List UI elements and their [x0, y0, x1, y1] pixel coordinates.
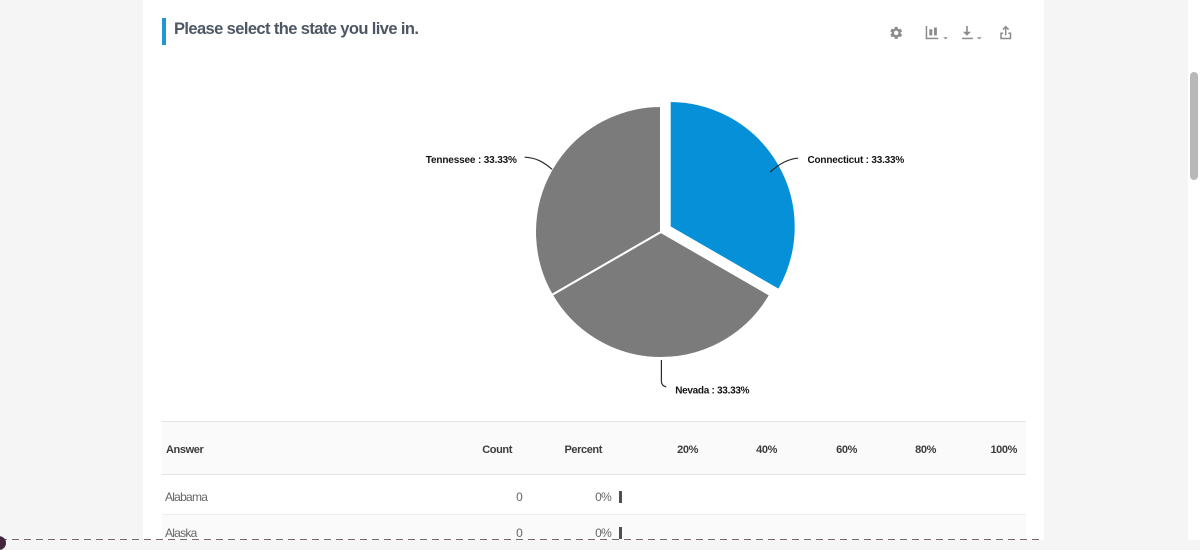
svg-text:Nevada : 33.33%: Nevada : 33.33% — [675, 385, 749, 396]
svg-text:Connecticut : 33.33%: Connecticut : 33.33% — [808, 155, 905, 166]
svg-text:Tennessee : 33.33%: Tennessee : 33.33% — [426, 155, 517, 166]
